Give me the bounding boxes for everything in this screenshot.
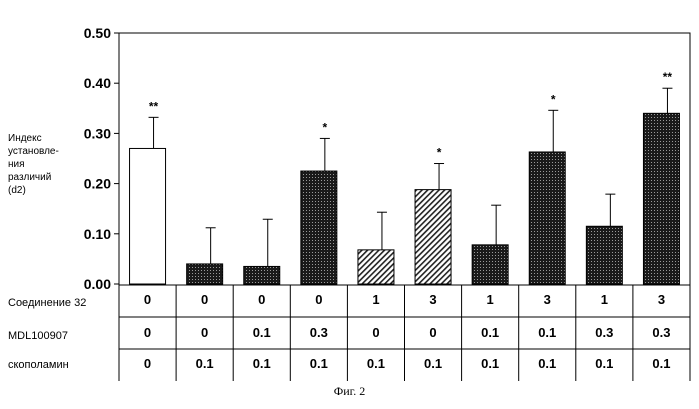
table-cell: 0 <box>118 292 178 307</box>
table-cell: 0 <box>289 292 349 307</box>
table-cell: 1 <box>460 292 520 307</box>
bar-9 <box>643 113 679 284</box>
bar-2 <box>244 266 280 284</box>
table-cell: 0 <box>232 292 292 307</box>
figure-caption: Фиг. 2 <box>0 384 699 399</box>
table-cell: 0 <box>175 325 235 340</box>
bar-1 <box>187 264 223 284</box>
table-cell: 0.1 <box>232 325 292 340</box>
table-cell: 0 <box>118 325 178 340</box>
table-cell: 0.1 <box>517 356 577 371</box>
table-cell: 0.1 <box>403 356 463 371</box>
bar-4 <box>358 250 394 284</box>
table-cell: 0 <box>175 292 235 307</box>
table-cell: 0.1 <box>460 356 520 371</box>
row-label-scopolamine: скополамин <box>8 359 69 371</box>
table-cell: 0.3 <box>574 325 634 340</box>
table-cell: 1 <box>574 292 634 307</box>
table-cell: 0.1 <box>232 356 292 371</box>
significance-mark-9: ** <box>663 70 673 84</box>
table-cell: 0.1 <box>631 356 691 371</box>
significance-mark-3: * <box>323 120 328 134</box>
bar-8 <box>586 226 622 284</box>
table-cell: 0.3 <box>289 325 349 340</box>
y-axis-label: Индекс установле- ния различий (d2) <box>8 132 108 197</box>
table-cell: 1 <box>346 292 406 307</box>
bar-0 <box>130 148 166 284</box>
row-label-mdl100907: MDL100907 <box>8 330 68 342</box>
table-cell: 0.1 <box>460 325 520 340</box>
table-cell: 0.3 <box>631 325 691 340</box>
significance-mark-7: * <box>551 92 556 106</box>
table-cell: 0.1 <box>175 356 235 371</box>
table-cell: 3 <box>631 292 691 307</box>
table-cell: 0 <box>118 356 178 371</box>
row-label-compound32: Соединение 32 <box>8 297 86 309</box>
bar-6 <box>472 245 508 284</box>
y-tick-label-0: 0.00 <box>84 276 111 292</box>
bar-series: ******* <box>130 70 680 284</box>
bar-5 <box>415 190 451 284</box>
table-cell: 0 <box>403 325 463 340</box>
table-cell: 0.1 <box>289 356 349 371</box>
significance-mark-0: ** <box>149 99 159 113</box>
table-cell: 0 <box>346 325 406 340</box>
table-cell: 3 <box>403 292 463 307</box>
significance-mark-5: * <box>437 146 442 160</box>
table-cell: 0.1 <box>346 356 406 371</box>
bar-3 <box>301 171 337 284</box>
bar-7 <box>529 152 565 284</box>
y-tick-label-1: 0.10 <box>84 226 111 242</box>
table-cell: 3 <box>517 292 577 307</box>
table-cell: 0.1 <box>574 356 634 371</box>
y-tick-label-4: 0.40 <box>84 75 111 91</box>
table-cell: 0.1 <box>517 325 577 340</box>
y-tick-label-5: 0.50 <box>84 25 111 41</box>
